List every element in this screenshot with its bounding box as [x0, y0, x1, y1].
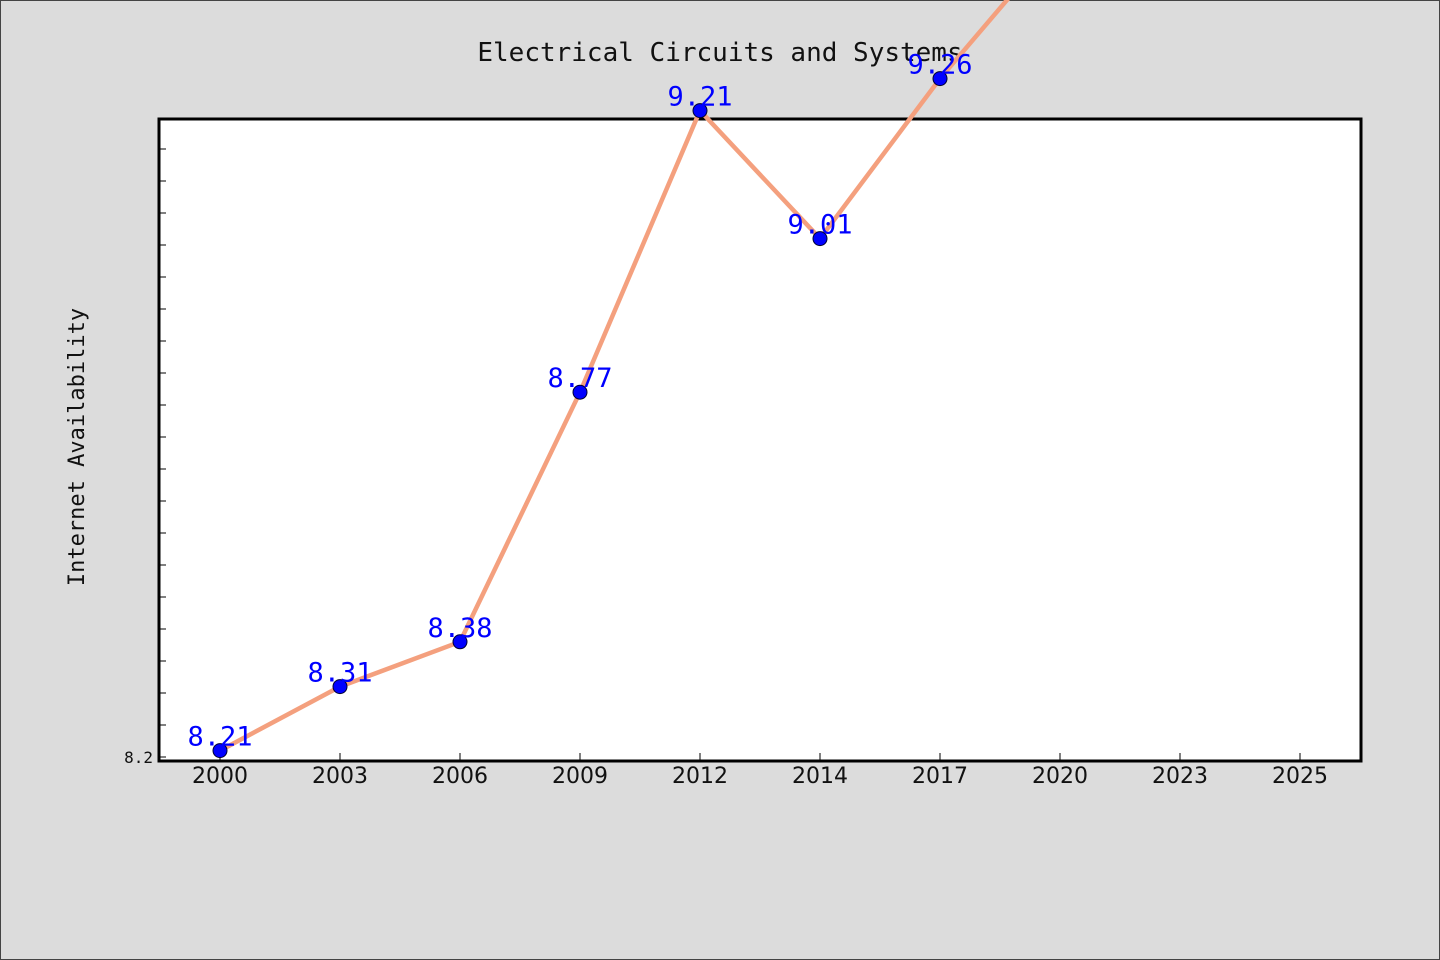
x-tick-label: 2025: [1272, 764, 1328, 789]
data-labels: 8.218.318.388.779.219.019.269.489.999.96: [187, 50, 972, 753]
x-tick-label: 2009: [552, 764, 608, 789]
x-tick-label: 2023: [1152, 764, 1208, 789]
data-label: 9.21: [667, 82, 732, 113]
x-tick-label: 2003: [312, 764, 368, 789]
chart-title: Electrical Circuits and Systems: [477, 38, 962, 68]
series-lines: [217, 0, 1010, 753]
data-point: [812, 231, 828, 247]
x-tick-label: 2017: [912, 764, 968, 789]
x-tick-label: 2000: [192, 764, 248, 789]
data-point: [332, 679, 348, 695]
y-axis-tick-labels: 8.2: [124, 748, 153, 767]
data-point: [572, 384, 588, 400]
x-tick-label: 2012: [672, 764, 728, 789]
y-axis-label: Internet Availability: [65, 308, 90, 586]
data-point: [212, 743, 228, 759]
data-label: 9.26: [907, 50, 972, 81]
plot-area: [157, 117, 1363, 763]
data-markers: [212, 71, 948, 759]
data-label: 8.38: [427, 613, 492, 644]
y-tick-label: 8.2: [124, 748, 153, 767]
data-label: 9.01: [787, 210, 852, 241]
x-tick-label: 2014: [792, 764, 848, 789]
series-line: [217, 0, 1010, 753]
x-axis-tick-labels: 2000 2003 2006 2009 2012 2014 2017 2020 2023 2025: [192, 764, 1328, 789]
x-tick-label: 2006: [432, 764, 488, 789]
data-point: [692, 103, 708, 119]
data-label: 8.31: [307, 658, 372, 689]
data-label: 8.77: [547, 363, 612, 394]
x-tick-label: 2020: [1032, 764, 1088, 789]
data-point: [932, 71, 948, 87]
data-label: 8.21: [187, 722, 252, 753]
y-axis-ticks: [159, 148, 166, 758]
data-point: [452, 634, 468, 650]
